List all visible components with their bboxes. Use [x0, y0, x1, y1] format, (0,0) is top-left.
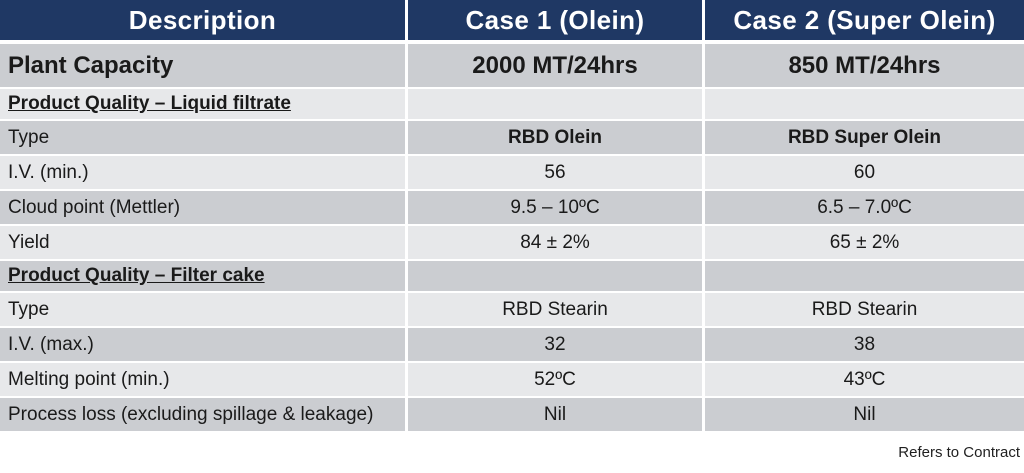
case2-value-cell: RBD Stearin	[705, 293, 1024, 326]
table-row: I.V. (min.) 56 60	[0, 156, 1024, 189]
case2-value-cell: 60	[705, 156, 1024, 189]
case2-value-cell: 43ºC	[705, 363, 1024, 396]
case1-value-cell: Nil	[408, 398, 705, 431]
table-row: Plant Capacity 2000 MT/24hrs 850 MT/24hrs	[0, 44, 1024, 87]
case2-value-cell	[705, 89, 1024, 119]
case1-value-cell: RBD Stearin	[408, 293, 705, 326]
row-label-cell: I.V. (min.)	[0, 156, 408, 189]
table-row: Process loss (excluding spillage & leaka…	[0, 398, 1024, 431]
case1-value-cell: 32	[408, 328, 705, 361]
row-label-cell: Process loss (excluding spillage & leaka…	[0, 398, 408, 431]
case2-value-cell: 38	[705, 328, 1024, 361]
header-description: Description	[0, 0, 408, 40]
case1-value-cell: 56	[408, 156, 705, 189]
table-header-row: Description Case 1 (Olein) Case 2 (Super…	[0, 0, 1024, 40]
case2-value-cell: 65 ± 2%	[705, 226, 1024, 259]
case2-value-cell: Nil	[705, 398, 1024, 431]
header-case2: Case 2 (Super Olein)	[705, 0, 1024, 40]
case2-value-cell: RBD Super Olein	[705, 121, 1024, 154]
row-label-cell: Cloud point (Mettler)	[0, 191, 408, 224]
table-row: I.V. (max.) 32 38	[0, 328, 1024, 361]
case1-value-cell: 84 ± 2%	[408, 226, 705, 259]
header-case1: Case 1 (Olein)	[408, 0, 705, 40]
table-row: Cloud point (Mettler) 9.5 – 10ºC 6.5 – 7.0…	[0, 191, 1024, 224]
row-label-cell: Plant Capacity	[0, 44, 408, 87]
row-label-cell: Product Quality – Filter cake	[0, 261, 408, 291]
table-body: Plant Capacity 2000 MT/24hrs 850 MT/24hrs P…	[0, 44, 1024, 431]
case1-value-cell: 52ºC	[408, 363, 705, 396]
case1-value-cell	[408, 89, 705, 119]
table-row: Product Quality – Filter cake	[0, 261, 1024, 291]
footer-note: Refers to Contract	[898, 444, 1020, 461]
comparison-table: Description Case 1 (Olein) Case 2 (Super…	[0, 0, 1024, 431]
table-row: Melting point (min.) 52ºC 43ºC	[0, 363, 1024, 396]
case1-value-cell: 9.5 – 10ºC	[408, 191, 705, 224]
table-row: Type RBD Olein RBD Super Olein	[0, 121, 1024, 154]
table-row: Product Quality – Liquid filtrate	[0, 89, 1024, 119]
row-label-cell: Product Quality – Liquid filtrate	[0, 89, 408, 119]
case2-value-cell: 850 MT/24hrs	[705, 44, 1024, 87]
row-label-cell: Type	[0, 121, 408, 154]
row-label-cell: Melting point (min.)	[0, 363, 408, 396]
case1-value-cell	[408, 261, 705, 291]
row-label-cell: I.V. (max.)	[0, 328, 408, 361]
table-row: Yield 84 ± 2% 65 ± 2%	[0, 226, 1024, 259]
case1-value-cell: RBD Olein	[408, 121, 705, 154]
case1-value-cell: 2000 MT/24hrs	[408, 44, 705, 87]
case2-value-cell	[705, 261, 1024, 291]
case2-value-cell: 6.5 – 7.0ºC	[705, 191, 1024, 224]
row-label-cell: Yield	[0, 226, 408, 259]
row-label-cell: Type	[0, 293, 408, 326]
table-row: Type RBD Stearin RBD Stearin	[0, 293, 1024, 326]
